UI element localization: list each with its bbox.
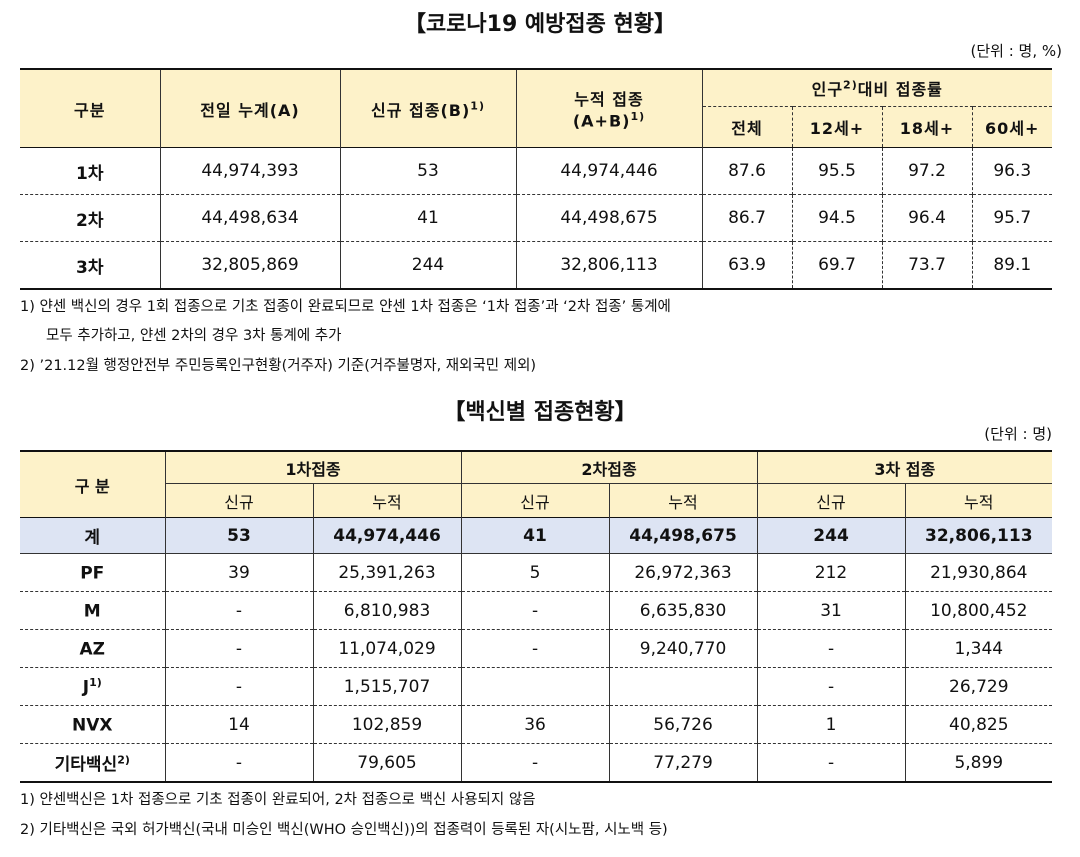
header-new: 신규: [756, 483, 906, 518]
header-dose2: 2차접종: [460, 451, 758, 484]
table-row: 3차 32,805,869 244 32,806,113 63.9 69.7 7…: [20, 241, 1052, 289]
header-new: 신규: [460, 483, 610, 518]
header-new: 신규 접종(B)1): [339, 69, 516, 148]
table-row: PF 39 25,391,263 5 26,972,363 212 21,930…: [20, 553, 1053, 592]
table-row: NVX 14 102,859 36 56,726 1 40,825: [20, 705, 1053, 744]
header-rate-18: 18세+: [881, 106, 972, 148]
vaccine-type-title: 【백신별 접종현황】: [443, 400, 637, 425]
table-row: 2차 44,498,634 41 44,498,675 86.7 94.5 96…: [20, 194, 1052, 242]
header-category: 구분: [20, 69, 160, 148]
vaccination-status-title: 【코로나19 예방접종 현황】: [403, 12, 677, 37]
vaccination-status-table: 구분 전일 누계(A) 신규 접종(B)1) 누적 접종 (A+B)1) 인구2)…: [20, 68, 1052, 290]
header-cum: 누적: [904, 483, 1053, 518]
header-new: 신규: [164, 483, 313, 518]
vaccine-type-table: 구 분 1차접종 2차접종 3차 접종 신규 누적 신규 누적 신규 누적 계 …: [20, 450, 1053, 783]
footnote-2: 2) ’21.12월 행정안전부 주민등록인구현황(거주자) 기준(거주불명자,…: [20, 358, 537, 374]
header-category: 구 분: [20, 451, 165, 518]
table-row: 기타백신2) - 79,605 - 77,279 - 5,899: [20, 743, 1053, 782]
footnote-4: 2) 기타백신은 국외 허가백신(국내 미승인 백신(WHO 승인백신))의 접…: [20, 822, 668, 838]
header-dose1: 1차접종: [164, 451, 462, 484]
header-dose3: 3차 접종: [756, 451, 1053, 484]
header-rate: 인구2)대비 접종률: [701, 69, 1052, 107]
unit-label-2: (단위 : 명): [984, 425, 1052, 443]
footnote-1-cont: 모두 추가하고, 얀센 2차의 경우 3차 통계에 추가: [46, 328, 342, 344]
table-row: 1차 44,974,393 53 44,974,446 87.6 95.5 97…: [20, 147, 1052, 195]
total-row: 계 53 44,974,446 41 44,498,675 244 32,806…: [20, 517, 1053, 554]
header-cumulative: 누적 접종 (A+B)1): [515, 69, 702, 148]
header-cum: 누적: [312, 483, 462, 518]
table-row: AZ - 11,074,029 - 9,240,770 - 1,344: [20, 629, 1053, 668]
header-rate-all: 전체: [701, 106, 792, 148]
table-row: M - 6,810,983 - 6,635,830 31 10,800,452: [20, 591, 1053, 630]
header-prev-total: 전일 누계(A): [159, 69, 340, 148]
table-row: J1) - 1,515,707 - 26,729: [20, 667, 1053, 706]
header-cum: 누적: [608, 483, 758, 518]
footnote-1: 1) 얀센 백신의 경우 1회 접종으로 기초 접종이 완료되므로 얀센 1차 …: [20, 299, 671, 315]
footnote-3: 1) 얀센백신은 1차 접종으로 기초 접종이 완료되어, 2차 접종으로 백신…: [20, 792, 536, 808]
header-rate-12: 12세+: [791, 106, 882, 148]
unit-label: (단위 : 명, %): [970, 42, 1062, 60]
header-rate-60: 60세+: [971, 106, 1052, 148]
